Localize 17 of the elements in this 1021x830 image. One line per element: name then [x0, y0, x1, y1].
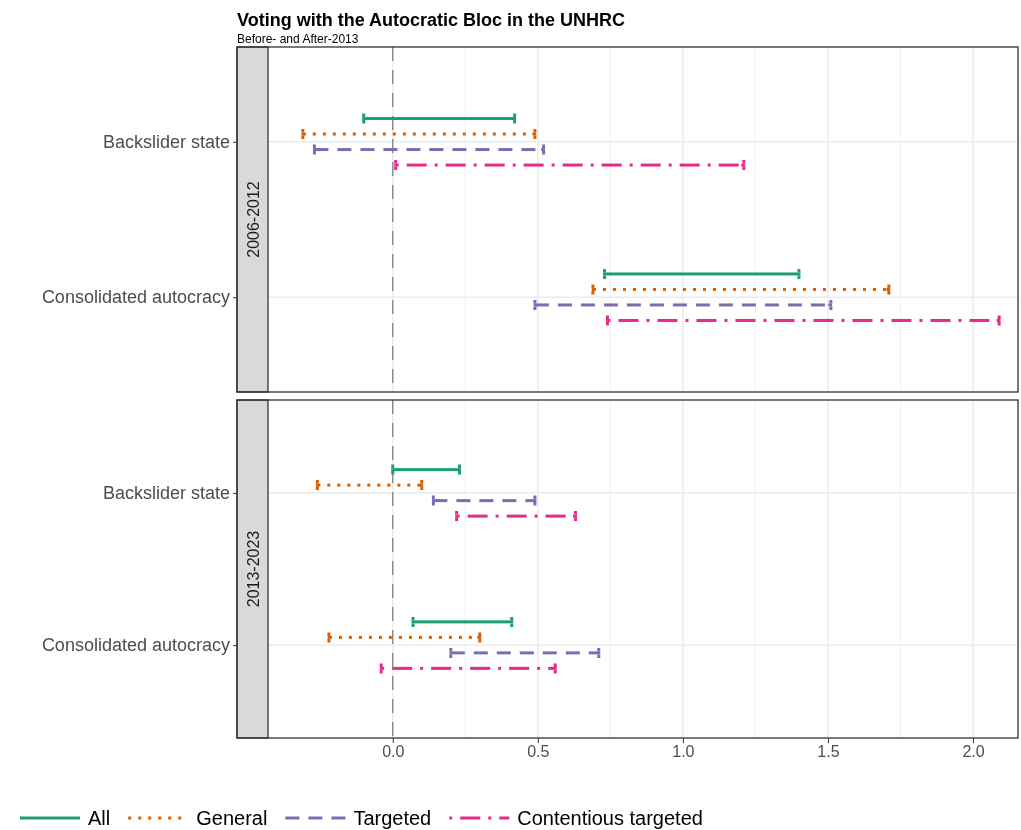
y-tick-label: Consolidated autocracy	[41, 287, 230, 308]
legend-label: General	[196, 807, 268, 829]
text: 2013-2023	[244, 530, 262, 608]
legend-label: Targeted	[353, 807, 432, 829]
x-tick-label: 0.5	[527, 743, 550, 761]
x-tick-label: 0.0	[382, 743, 405, 761]
legend-label: All	[88, 807, 111, 829]
x-tick-label: 2.0	[962, 743, 985, 761]
x-tick-label: 1.0	[672, 743, 695, 761]
y-tick-label: Backslider state	[102, 483, 230, 504]
y-tick-label: Backslider state	[102, 132, 230, 153]
x-tick-label: 1.5	[817, 743, 840, 761]
y-tick-label: Consolidated autocracy	[41, 635, 230, 656]
text: 2006-2012	[244, 181, 262, 258]
chart-title: Voting with the Autocratic Bloc in the UNHRC	[237, 10, 625, 30]
legend-label: Contentious targeted	[517, 807, 703, 829]
chart-subtitle: Before- and After-2013	[237, 32, 359, 46]
